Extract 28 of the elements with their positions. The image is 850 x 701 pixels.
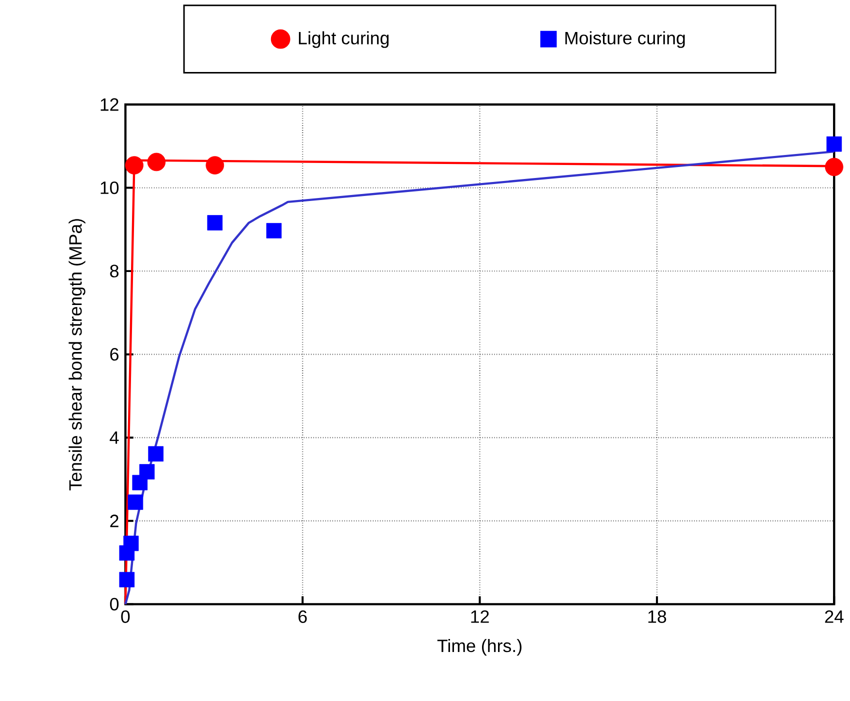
y-tick-label: 10 — [100, 182, 119, 194]
x-tick-label: 12 — [471, 610, 489, 623]
point — [128, 494, 144, 510]
point — [139, 464, 155, 480]
y-axis-title: Tensile shear bond strength (MPa) — [68, 219, 86, 490]
point — [206, 156, 224, 175]
y-tick-label: 0 — [110, 598, 119, 611]
y-tick-label: 6 — [110, 348, 118, 361]
x-tick-label: 24 — [825, 610, 844, 623]
x-axis-title: Time (hrs.) — [437, 639, 522, 656]
y-tick-label: 8 — [110, 264, 119, 278]
point — [266, 223, 282, 238]
point — [148, 446, 164, 462]
point — [824, 158, 844, 176]
legend-label: Moisture curing — [565, 31, 685, 48]
point — [125, 156, 144, 175]
x-tick-label: 18 — [648, 610, 666, 624]
y-tick-label: 12 — [100, 98, 118, 111]
point — [147, 152, 166, 172]
point — [119, 572, 135, 588]
point — [826, 136, 842, 152]
legend-label: Light curing — [298, 31, 389, 48]
x-tick-label: 6 — [298, 610, 307, 624]
y-tick-label: 2 — [110, 514, 118, 528]
point — [207, 215, 223, 231]
y-tick-label: 4 — [110, 432, 119, 444]
x-tick-label: 0 — [121, 610, 130, 624]
point — [123, 536, 139, 552]
